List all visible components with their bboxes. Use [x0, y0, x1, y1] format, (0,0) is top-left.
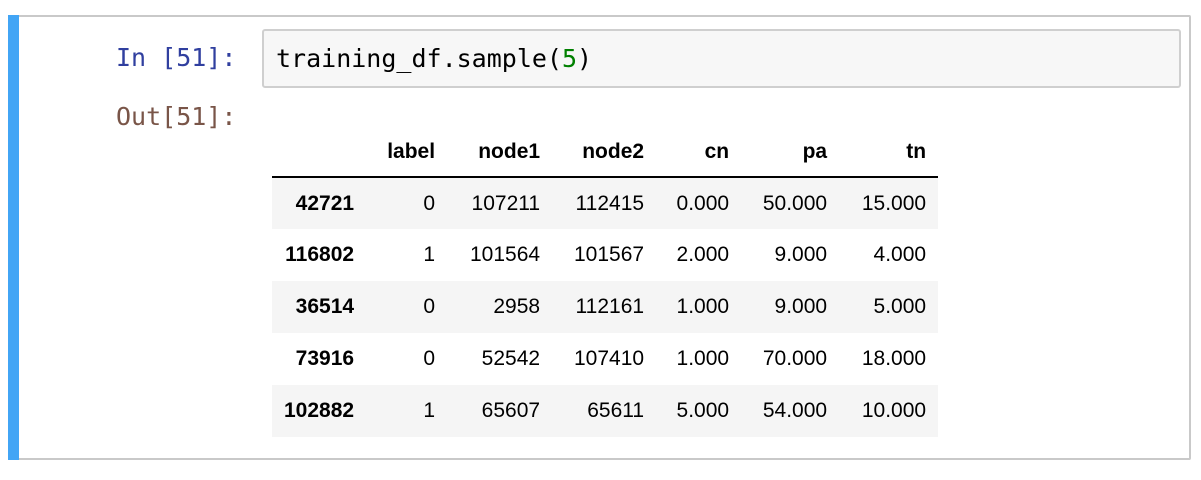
column-header: cn — [656, 128, 742, 178]
table-cell: 5.000 — [676, 399, 730, 422]
row-index: 102882 — [284, 399, 355, 422]
table-cell: 1.000 — [676, 347, 730, 370]
table-row: 42721 0 107211 112415 0.000 50.000 15.00… — [272, 177, 939, 229]
table-cell: 18.000 — [861, 347, 927, 370]
table-cell: 1 — [423, 243, 436, 266]
code-line[interactable]: training_df.sample(5) — [276, 44, 592, 74]
table-cell: 15.000 — [861, 191, 927, 215]
table-cell: 70.000 — [762, 347, 828, 370]
table-cell: 0 — [423, 191, 436, 215]
table-cell: 1 — [423, 399, 436, 422]
table-cell: 112161 — [575, 295, 645, 318]
code-input-area[interactable]: training_df.sample(5) — [262, 29, 1181, 88]
column-header: node1 — [447, 128, 553, 178]
table-cell: 0.000 — [676, 191, 730, 215]
input-prompt: In [51]: — [116, 43, 237, 72]
table-row: 116802 1 101564 101567 2.000 9.000 4.000 — [272, 229, 938, 281]
table-cell: 9.000 — [774, 295, 828, 318]
column-header: pa — [741, 128, 840, 178]
row-index: 73916 — [295, 347, 355, 370]
table-row: 36514 0 2958 112161 1.000 9.000 5.000 — [272, 281, 939, 333]
row-index: 116802 — [285, 243, 355, 266]
table-header-row: label node1 node2 cn pa tn — [272, 128, 939, 178]
table-cell: 4.000 — [873, 243, 927, 266]
table-cell: 5.000 — [873, 295, 927, 318]
cell-selection-bar — [8, 15, 19, 460]
code-text: training_df.sample( — [276, 44, 562, 73]
table-cell: 0 — [423, 295, 436, 318]
table-cell: 1.000 — [676, 295, 730, 318]
output-prompt: Out[51]: — [116, 102, 237, 131]
row-index: 42721 — [295, 191, 355, 215]
table-cell: 52542 — [481, 347, 541, 370]
row-index: 36514 — [295, 295, 355, 318]
column-header: tn — [839, 128, 939, 178]
code-text-end: ) — [577, 44, 593, 73]
table-row: 73916 0 52542 107410 1.000 70.000 18.000 — [272, 333, 938, 385]
column-header: node2 — [552, 128, 657, 178]
column-header-index — [272, 128, 367, 178]
table-cell: 65607 — [481, 399, 541, 422]
table-cell: 101564 — [470, 243, 541, 266]
table-cell: 107410 — [574, 347, 645, 370]
table-cell: 54.000 — [762, 399, 828, 422]
table-cell: 10.000 — [861, 399, 927, 422]
table-cell: 50.000 — [762, 191, 828, 215]
column-header: label — [366, 128, 448, 178]
table-cell: 101567 — [574, 243, 645, 266]
table-cell: 107211 — [471, 191, 541, 215]
table-cell: 0 — [423, 347, 436, 370]
table-cell: 112415 — [575, 191, 645, 215]
table-cell: 9.000 — [774, 243, 828, 266]
notebook-cell[interactable] — [8, 15, 1191, 460]
dataframe-table: label node1 node2 cn pa tn 42721 0 10721… — [272, 128, 939, 437]
table-cell: 2.000 — [676, 243, 730, 266]
table-cell: 65611 — [587, 399, 645, 422]
table-row: 102882 1 65607 65611 5.000 54.000 10.000 — [272, 385, 939, 437]
code-number: 5 — [561, 44, 578, 73]
table-cell: 2958 — [493, 295, 541, 318]
